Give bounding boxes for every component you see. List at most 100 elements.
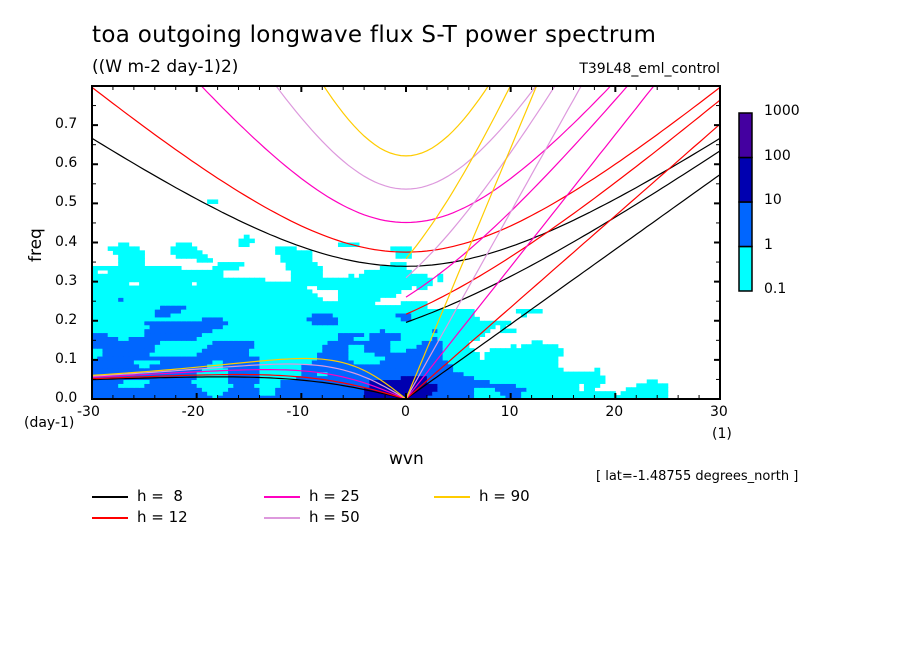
contour-cell [531,367,538,373]
contour-cell [317,336,323,341]
contour-cell [280,309,287,314]
contour-cell [118,344,124,349]
contour-cell [139,265,145,271]
contour-cell [154,344,161,349]
contour-cell [186,375,193,381]
legend-swatch [92,496,128,498]
contour-cell [290,289,297,294]
contour-cell [337,336,344,341]
contour-cell [212,277,219,283]
contour-cell [301,328,308,334]
rossby-curve [92,376,407,399]
contour-cell [280,293,287,298]
contour-cell [118,320,124,326]
contour-cell [400,328,407,334]
contour-cell [186,297,193,302]
contour-cell [494,348,501,353]
contour-cell [149,273,156,279]
contour-cell [97,305,104,310]
contour-cell [149,367,156,373]
contour-cell [437,379,444,384]
contour-cell [306,371,313,377]
contour-cell [217,340,224,345]
contour-cell [296,250,302,255]
contour-cell [285,391,292,396]
contour-cell [662,395,669,399]
contour-cell [510,367,517,373]
contour-cell [526,355,533,361]
contour-cell [290,265,297,271]
contour-cell [521,359,527,365]
contour-cell [280,320,287,326]
contour-cell [400,309,407,314]
contour-cell [332,320,339,326]
contour-cell [191,352,198,357]
contour-cell [395,359,402,365]
contour-cell [364,348,370,353]
contour-cell [374,277,381,283]
contour-cell [217,262,224,267]
legend-swatch [264,496,300,498]
contour-cell [254,312,261,318]
contour-cell [149,305,156,310]
contour-cell [139,254,145,259]
contour-cell [510,375,517,381]
contour-cell [463,352,470,357]
contour-cell [400,352,407,357]
contour-cell [322,340,329,345]
contour-cell [112,301,119,306]
contour-cell [170,336,177,341]
contour-cell [374,309,381,314]
contour-cell [296,320,302,326]
contour-cell [458,363,465,369]
contour-cell [505,379,512,384]
contour-cell [238,281,245,287]
contour-cell [421,367,428,373]
contour-cell [406,344,412,349]
contour-cell [432,352,438,357]
run-label: T39L48_eml_control [579,61,720,77]
contour-cell [149,379,156,384]
eig0-curve [405,86,556,279]
contour-cell [170,297,177,302]
contour-cell [421,387,428,392]
contour-cell [296,371,302,377]
contour-cell [400,265,407,271]
contour-cell [118,359,124,365]
contour-cell [149,387,156,392]
contour-cell [364,328,370,334]
contour-cell [222,281,229,287]
contour-cell [249,383,255,388]
contour-cell [175,324,182,330]
contour-cell [426,355,433,361]
contour-cell [180,277,187,283]
contour-cell [196,352,203,357]
contour-cell [453,316,459,322]
contour-cell [453,324,459,330]
contour-cell [374,387,381,392]
contour-cell [280,352,287,357]
contour-cell [426,395,433,399]
contour-cell [280,324,287,330]
contour-cell [249,340,255,345]
contour-cell [406,336,412,341]
contour-cell [212,363,219,369]
contour-cell [269,352,276,357]
contour-cell [385,387,391,392]
contour-cell [296,391,302,396]
contour-cell [327,336,334,341]
contour-cell [280,375,287,381]
contour-cell [317,281,323,287]
contour-cell [123,301,130,306]
contour-cell [112,297,119,302]
contour-cell [337,332,344,337]
contour-cell [243,383,250,388]
contour-cell [379,269,386,275]
contour-cell [280,250,287,255]
contour-cell [254,305,261,310]
contour-cell [92,336,98,341]
contour-cell [222,320,229,326]
contour-cell [144,297,151,302]
contour-cell [557,383,564,388]
contour-cell [217,387,224,392]
